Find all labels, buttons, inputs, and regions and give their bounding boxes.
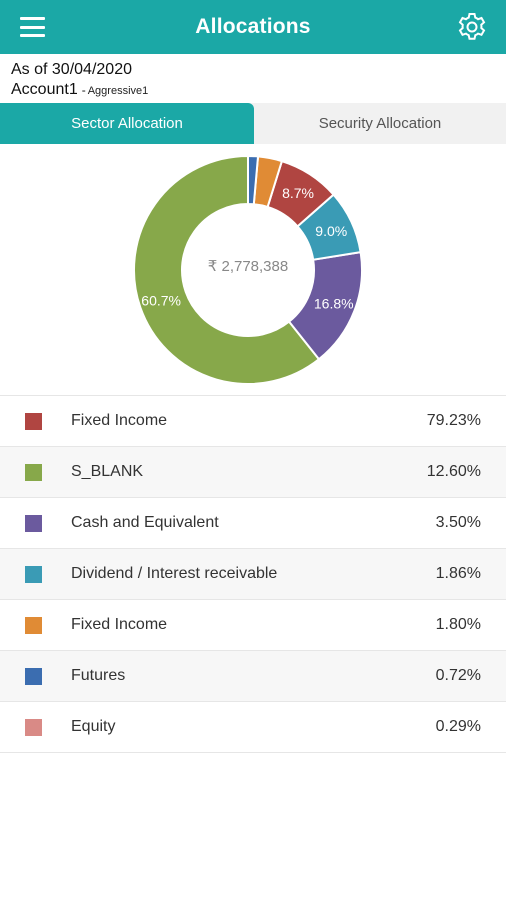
account-info: As of 30/04/2020 Account1- Aggressive1 <box>11 60 148 101</box>
legend-row[interactable]: Fixed Income 1.80% <box>0 600 506 651</box>
legend-swatch <box>25 412 42 430</box>
legend-value: 0.29% <box>435 718 481 735</box>
account-name: Account1 <box>11 81 78 98</box>
gear-icon[interactable] <box>456 11 488 43</box>
donut-slice-label: 60.7% <box>141 292 181 308</box>
legend-row[interactable]: Dividend / Interest receivable 1.86% <box>0 549 506 600</box>
strategy-name: Aggressive1 <box>87 85 149 97</box>
legend-name: S_BLANK <box>71 463 144 480</box>
legend-value: 3.50% <box>435 514 481 531</box>
legend-name: Dividend / Interest receivable <box>71 565 278 582</box>
tab-security-allocation[interactable]: Security Allocation <box>254 103 506 144</box>
legend-value: 0.72% <box>435 667 481 684</box>
legend-value: 1.86% <box>435 565 481 582</box>
legend-swatch <box>25 718 42 736</box>
legend-row[interactable]: Fixed Income 79.23% <box>0 395 506 447</box>
legend-value: 1.80% <box>435 616 481 633</box>
donut-slice[interactable] <box>133 154 321 385</box>
page-title: Allocations <box>195 15 311 38</box>
allocation-tabs: Sector Allocation Security Allocation <box>0 103 506 144</box>
legend-swatch <box>25 667 42 685</box>
legend-swatch <box>25 616 42 634</box>
account-line: Account1- Aggressive1 <box>11 80 148 101</box>
legend-name: Futures <box>71 667 126 684</box>
legend-name: Fixed Income <box>71 616 168 633</box>
donut-slice-label: 16.8% <box>314 295 354 311</box>
legend-value: 12.60% <box>426 463 481 480</box>
allocation-donut-chart: 60.7% 16.8% 9.0% 8.7% ₹ 2,778,388 <box>0 146 506 394</box>
legend-name: Cash and Equivalent <box>71 514 219 531</box>
app-bar: Allocations <box>0 0 506 54</box>
allocation-legend: Fixed Income 79.23% S_BLANK 12.60% Cash … <box>0 395 506 753</box>
as-of-date: As of 30/04/2020 <box>11 61 132 78</box>
legend-name: Equity <box>71 718 116 735</box>
legend-name: Fixed Income <box>71 412 168 429</box>
legend-row[interactable]: Equity 0.29% <box>0 702 506 753</box>
donut-slice-label: 8.7% <box>282 185 314 201</box>
hamburger-menu-icon[interactable] <box>20 17 45 37</box>
donut-slice-label: 9.0% <box>315 223 347 239</box>
legend-swatch <box>25 565 42 583</box>
legend-row[interactable]: S_BLANK 12.60% <box>0 447 506 498</box>
legend-swatch <box>25 463 42 481</box>
donut-slice[interactable] <box>247 154 260 206</box>
legend-value: 79.23% <box>426 412 481 429</box>
legend-row[interactable]: Cash and Equivalent 3.50% <box>0 498 506 549</box>
tab-sector-allocation[interactable]: Sector Allocation <box>0 103 254 144</box>
account-separator: - <box>81 83 86 97</box>
donut-center-total: ₹ 2,778,388 <box>208 258 288 275</box>
legend-swatch <box>25 514 42 532</box>
legend-row[interactable]: Futures 0.72% <box>0 651 506 702</box>
